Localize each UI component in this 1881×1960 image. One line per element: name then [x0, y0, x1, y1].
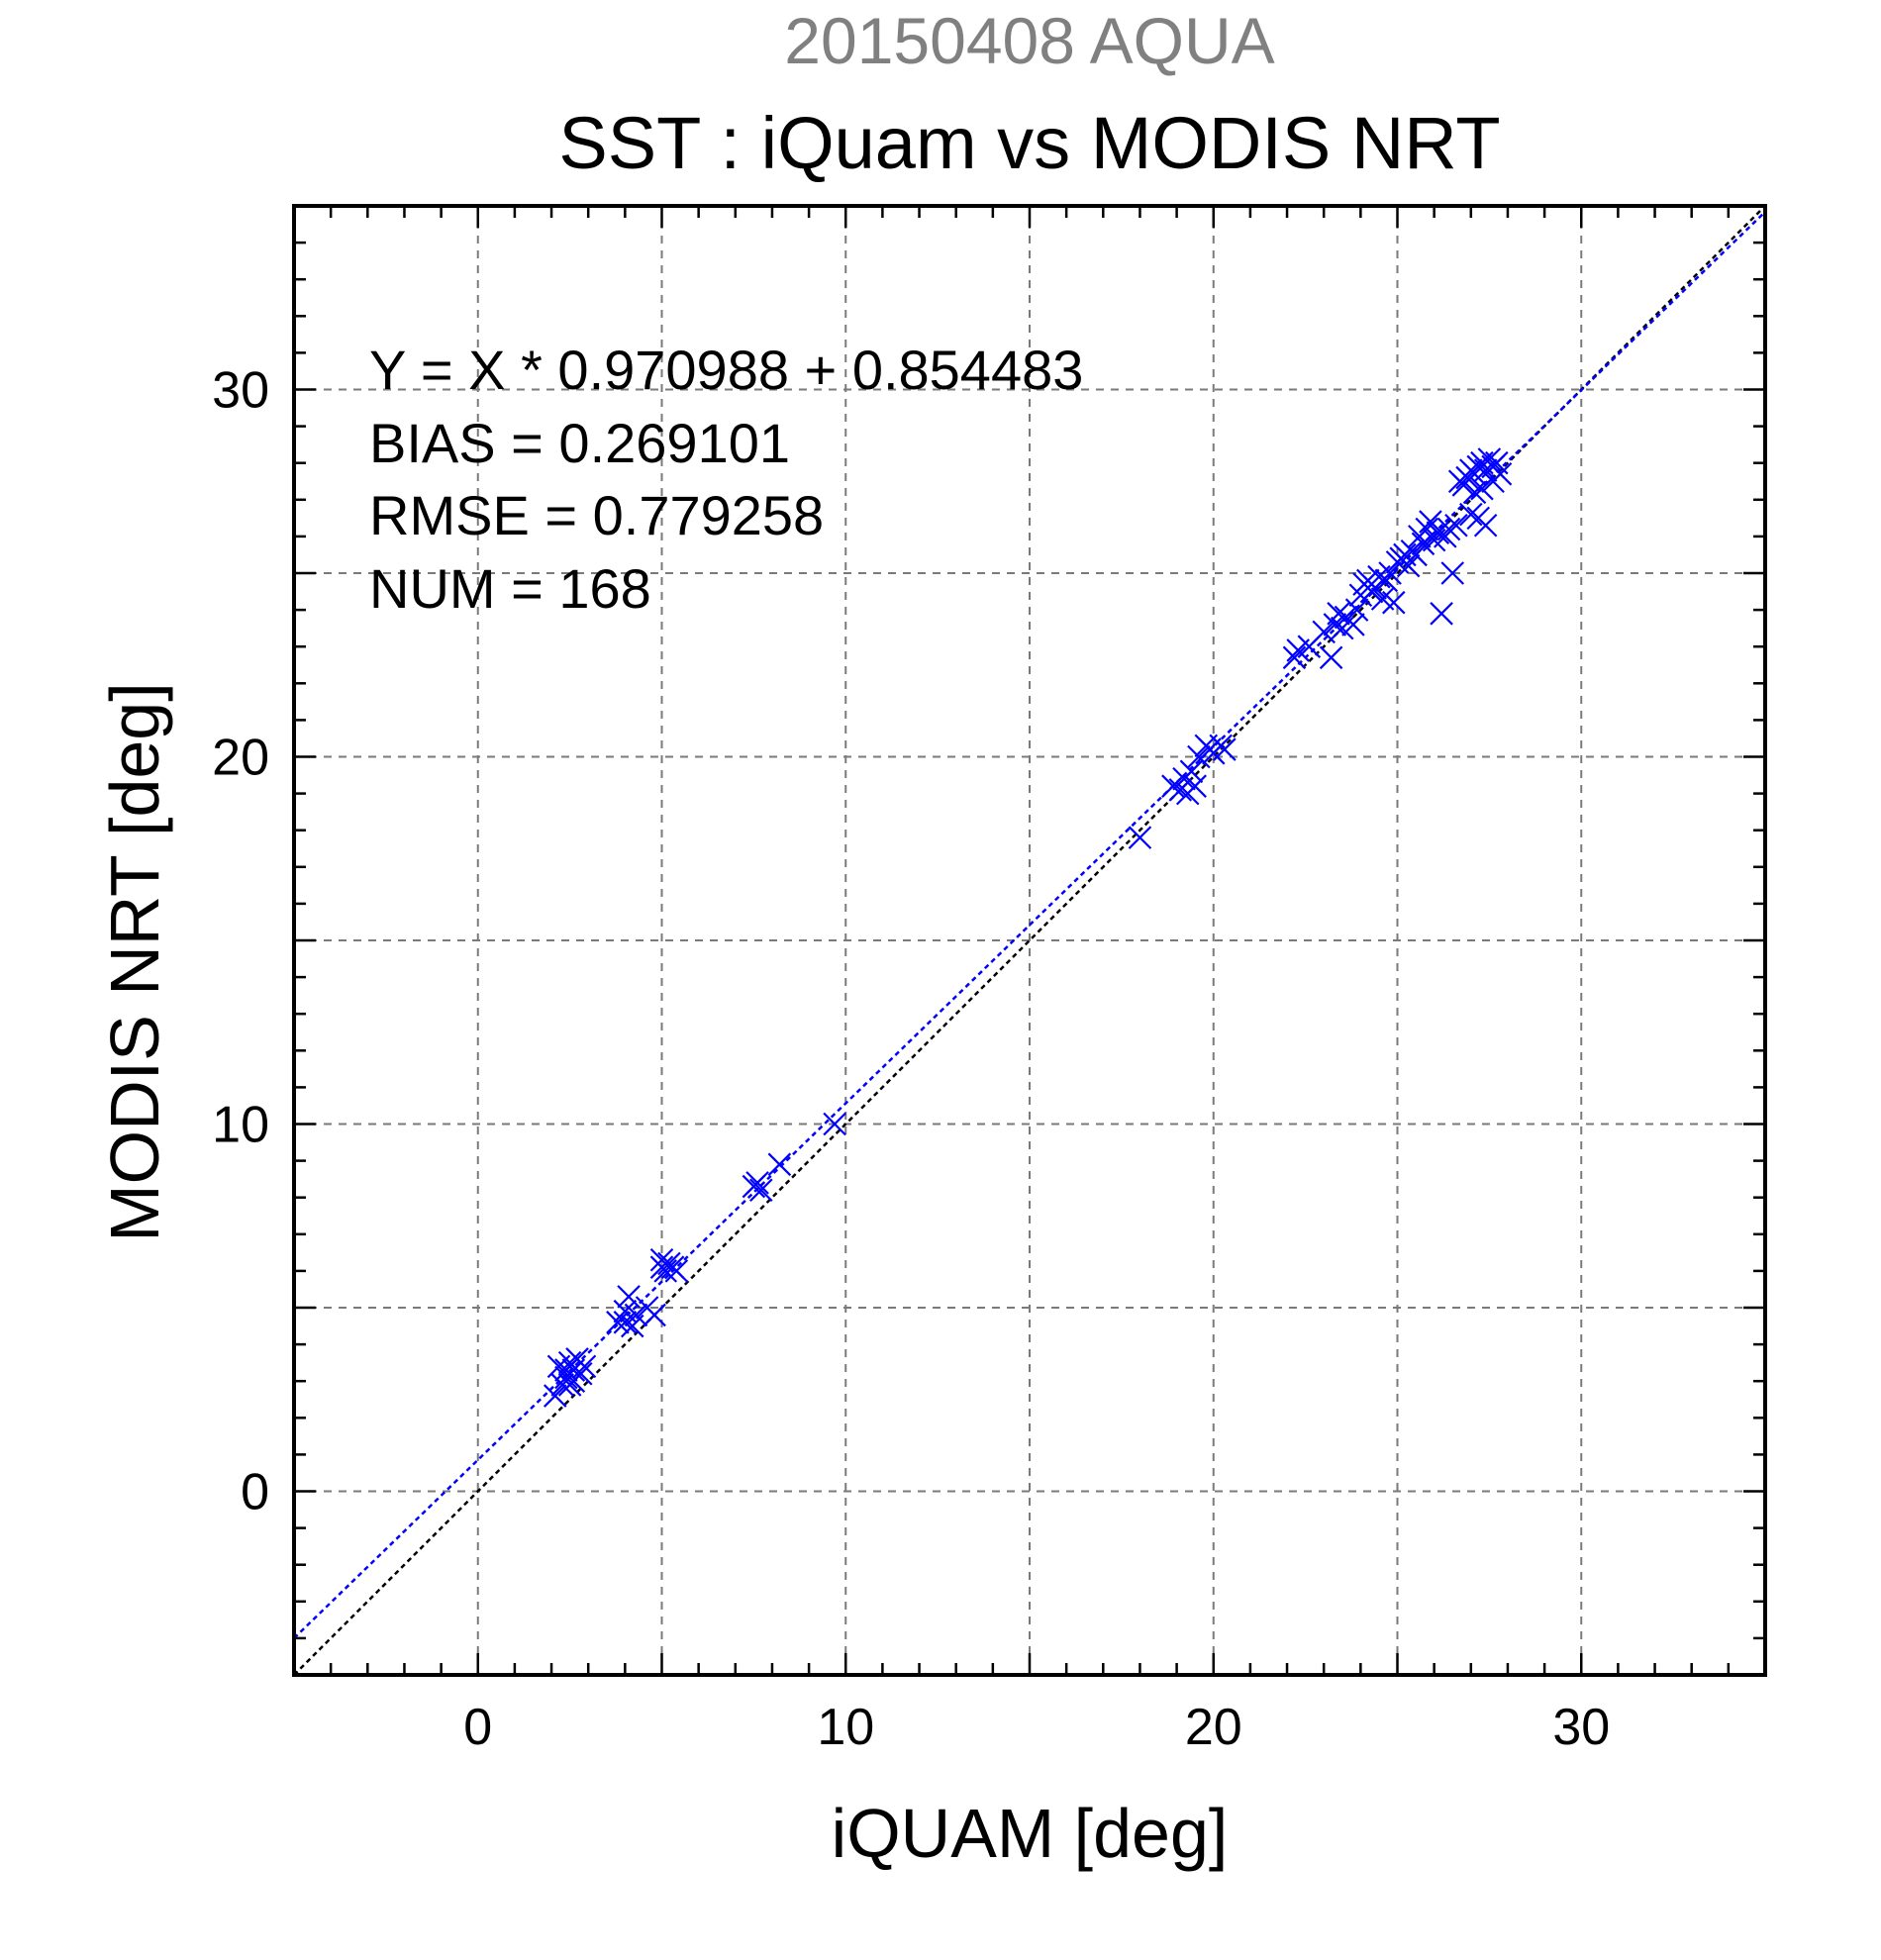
data-point: [1327, 602, 1350, 626]
data-point: [1312, 620, 1336, 644]
data-point: [1341, 613, 1365, 637]
data-point: [1440, 561, 1464, 585]
bias-stat: BIAS = 0.269101: [369, 412, 790, 474]
chart-date-header: 20150408 AQUA: [784, 4, 1274, 77]
data-point: [1378, 561, 1402, 585]
y-tick-label: 20: [212, 730, 269, 787]
data-point: [613, 1311, 638, 1334]
data-point: [1444, 513, 1468, 538]
stats-block: Y = X * 0.970988 + 0.854483 BIAS = 0.269…: [369, 339, 1083, 620]
data-point: [1396, 553, 1421, 578]
data-point: [1473, 513, 1498, 538]
tick-labels: 0 10 20 30 0 10 20 30: [212, 362, 1610, 1757]
data-point: [1470, 476, 1494, 501]
data-point: [1198, 737, 1222, 761]
data-point: [664, 1259, 689, 1283]
data-point: [767, 1152, 792, 1177]
data-point: [606, 1311, 630, 1334]
data-point: [1477, 447, 1502, 471]
data-point: [1430, 602, 1453, 626]
data-point: [1187, 744, 1211, 769]
identity-line: [293, 205, 1766, 1676]
x-tick-label: 10: [817, 1699, 874, 1756]
data-points: [543, 447, 1513, 1408]
data-point: [1183, 774, 1207, 798]
x-tick-label: 0: [463, 1699, 492, 1756]
data-point: [649, 1255, 674, 1279]
regression-equation: Y = X * 0.970988 + 0.854483: [369, 339, 1083, 401]
data-point: [1436, 517, 1461, 541]
data-point: [1382, 590, 1406, 615]
data-point: [1344, 598, 1369, 622]
data-point: [1128, 826, 1152, 849]
data-point: [1404, 542, 1428, 567]
data-point: [749, 1178, 773, 1203]
x-tick-label: 20: [1185, 1699, 1242, 1756]
data-point: [1481, 469, 1505, 494]
data-point: [823, 1112, 846, 1136]
data-point: [1374, 568, 1399, 593]
data-point: [1319, 645, 1343, 670]
data-point: [1462, 480, 1487, 505]
num-stat: NUM = 168: [369, 557, 651, 620]
data-point: [745, 1171, 769, 1195]
data-point: [624, 1303, 648, 1327]
data-point: [1282, 645, 1307, 670]
grid-lines: [294, 206, 1765, 1675]
chart-title: SST : iQuam vs MODIS NRT: [558, 102, 1500, 184]
data-point: [543, 1384, 567, 1408]
regression-line: [293, 211, 1766, 1639]
data-point: [561, 1369, 586, 1393]
y-tick-label: 0: [241, 1464, 269, 1521]
x-tick-label: 30: [1552, 1699, 1610, 1756]
y-axis-label: MODIS NRT [deg]: [96, 682, 173, 1241]
x-axis-label: iQUAM [deg]: [832, 1795, 1229, 1872]
data-point: [617, 1285, 641, 1309]
data-point: [572, 1354, 597, 1379]
data-point: [554, 1358, 578, 1382]
data-point: [1161, 774, 1185, 798]
y-tick-label: 10: [212, 1097, 269, 1154]
data-point: [643, 1303, 666, 1327]
plot-frame: [292, 204, 1767, 1677]
rmse-stat: RMSE = 0.779258: [369, 484, 824, 546]
y-tick-label: 30: [212, 362, 269, 420]
data-point: [1179, 759, 1204, 784]
data-point: [1459, 502, 1483, 527]
